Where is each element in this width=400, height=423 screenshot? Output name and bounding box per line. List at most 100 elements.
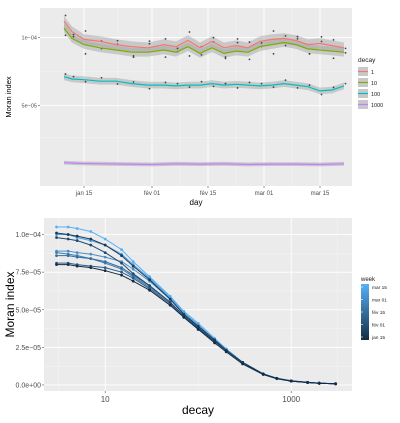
data-point xyxy=(176,82,179,85)
series-point xyxy=(103,260,107,264)
series-point xyxy=(55,231,58,235)
data-point xyxy=(72,35,75,38)
x-tick-label: 10 xyxy=(101,395,110,404)
data-point xyxy=(332,39,335,41)
data-point xyxy=(164,56,167,59)
series-point xyxy=(261,373,265,376)
series-point xyxy=(196,324,200,328)
series-point xyxy=(120,254,123,258)
y-tick-label: 7.5e−05 xyxy=(16,270,42,277)
data-point xyxy=(236,38,239,40)
data-point xyxy=(308,84,311,87)
series-band-10 xyxy=(64,23,344,58)
data-point xyxy=(164,81,167,84)
data-point xyxy=(84,52,87,55)
x-tick-label: 1000 xyxy=(282,395,300,404)
data-point xyxy=(272,52,275,55)
data-point xyxy=(148,40,151,43)
series-point xyxy=(148,288,151,292)
data-point xyxy=(116,83,119,85)
series-point xyxy=(213,338,216,342)
data-point xyxy=(212,85,215,88)
data-point xyxy=(320,40,323,43)
series-point xyxy=(66,249,70,253)
data-point xyxy=(64,34,67,37)
series-point xyxy=(196,327,200,331)
series-point xyxy=(103,266,107,270)
data-point xyxy=(344,47,347,50)
data-point xyxy=(272,86,275,89)
series-point xyxy=(120,273,123,277)
legend-label: 100 xyxy=(371,92,380,98)
series-point xyxy=(89,243,93,247)
series-point xyxy=(89,230,93,233)
series-point xyxy=(275,377,279,381)
series-point xyxy=(75,239,79,242)
legend-label: jan 15 xyxy=(371,335,385,341)
series-point xyxy=(148,284,151,288)
series-point xyxy=(103,243,107,247)
data-point xyxy=(236,87,239,89)
series-point xyxy=(224,350,228,354)
series-point xyxy=(89,257,93,261)
series-point xyxy=(120,248,123,251)
y-axis-title: Moran index xyxy=(3,271,17,337)
y-tick-label: 2.5e−05 xyxy=(16,345,42,352)
x-tick-label: fév 01 xyxy=(144,191,161,197)
series-point xyxy=(75,264,79,268)
data-point xyxy=(64,73,67,75)
data-point xyxy=(72,75,75,78)
series-point xyxy=(317,381,321,385)
data-point xyxy=(248,58,251,61)
legend-title: decay xyxy=(358,57,376,64)
y-tick-label: 5.0e−05 xyxy=(16,307,42,314)
series-point xyxy=(55,263,58,267)
series-line-1 xyxy=(63,20,345,49)
data-point xyxy=(176,47,179,50)
data-point xyxy=(132,55,135,57)
data-point xyxy=(84,80,87,83)
legend-label: 1000 xyxy=(371,103,383,109)
data-point xyxy=(320,93,323,96)
legend-label: fév 15 xyxy=(372,310,385,316)
data-point xyxy=(308,53,311,55)
series-point xyxy=(75,255,79,259)
data-point xyxy=(248,41,251,43)
series-point xyxy=(75,227,79,230)
data-point xyxy=(284,44,287,47)
series-point xyxy=(120,270,123,274)
series-band-100 xyxy=(64,73,344,95)
series-line-10 xyxy=(63,27,345,55)
legend-label: mar 15 xyxy=(372,285,387,291)
data-point xyxy=(100,76,103,79)
data-point xyxy=(132,81,135,83)
y-axis-title: Moran index xyxy=(4,76,13,118)
data-point xyxy=(272,30,275,32)
series-point xyxy=(131,264,135,268)
series-point xyxy=(66,237,70,241)
data-point xyxy=(200,80,203,83)
x-tick-label: mar 01 xyxy=(255,191,274,197)
data-point xyxy=(248,81,251,84)
data-point xyxy=(344,51,347,54)
data-point xyxy=(284,79,287,81)
data-point xyxy=(224,56,227,58)
x-tick-label: jan 15 xyxy=(75,191,93,197)
data-point xyxy=(224,57,227,60)
data-point xyxy=(72,33,75,36)
series-point xyxy=(120,266,123,270)
series-point xyxy=(131,279,135,283)
data-point xyxy=(188,86,191,89)
series-point xyxy=(103,269,107,273)
x-axis-title: day xyxy=(190,198,203,207)
legend-label: 10 xyxy=(371,81,377,87)
series-point xyxy=(89,237,93,241)
series-point xyxy=(66,225,70,229)
series-point xyxy=(241,362,244,366)
data-point xyxy=(236,41,239,44)
series-point xyxy=(334,382,338,386)
data-point xyxy=(188,31,191,33)
series-point xyxy=(55,251,58,255)
legend-label: 1 xyxy=(371,70,374,76)
